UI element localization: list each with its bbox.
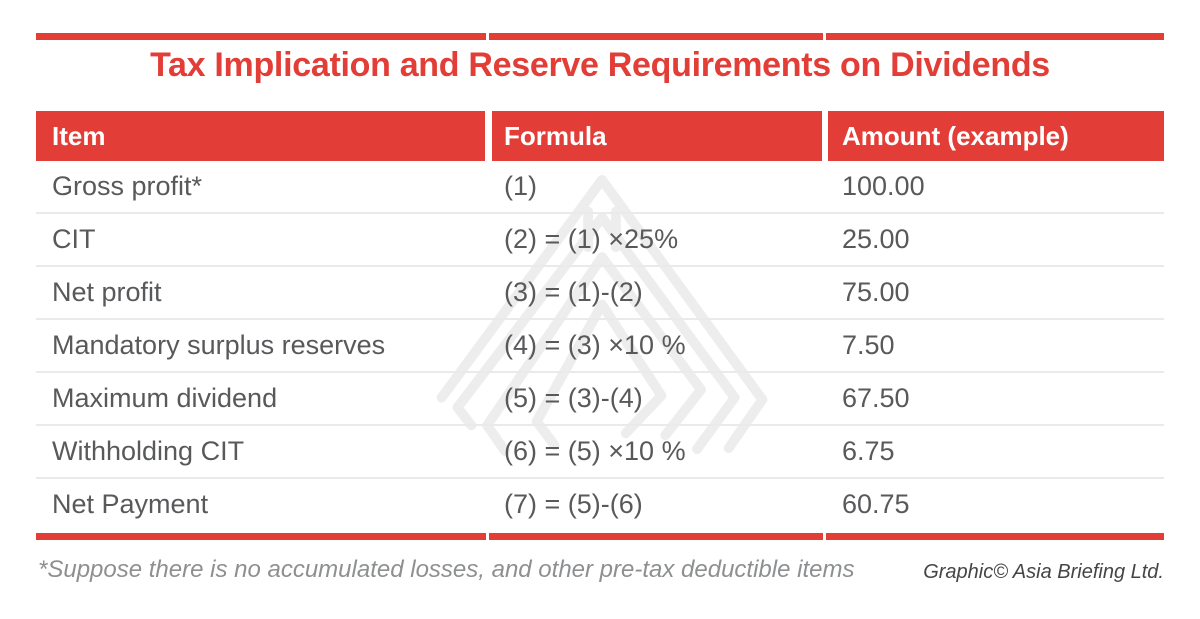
cell-amount: 60.75 [842,489,910,519]
cell-item: Net profit [52,277,162,307]
cell-amount: 25.00 [842,224,910,254]
table-row: CIT (2) = (1) ×25% 25.00 [36,214,1164,267]
bottom-bar-segment [36,533,486,540]
dividends-table: Item Formula Amount (example) Gross prof… [36,111,1164,530]
cell-item: Gross profit* [52,171,203,201]
table-row: Mandatory surplus reserves (4) = (3) ×10… [36,320,1164,373]
cell-amount: 100.00 [842,171,925,201]
cell-item: Net Payment [52,489,209,519]
cell-formula: (1) [504,171,537,201]
cell-amount: 6.75 [842,436,895,466]
bottom-bar-segment [489,533,823,540]
top-bar-segment [489,33,823,40]
cell-formula: (6) = (5) ×10 % [504,436,686,466]
table-row: Maximum dividend (5) = (3)-(4) 67.50 [36,373,1164,426]
top-bar-segment [826,33,1164,40]
cell-formula: (4) = (3) ×10 % [504,330,686,360]
cell-amount: 75.00 [842,277,910,307]
column-header-item: Item [36,111,485,161]
credit: Graphic© Asia Briefing Ltd. [923,561,1164,583]
cell-formula: (3) = (1)-(2) [504,277,643,307]
column-header-formula: Formula [492,111,822,161]
footnote: *Suppose there is no accumulated losses,… [38,556,855,583]
bottom-accent-bar [36,533,1164,540]
column-header-amount: Amount (example) [828,111,1164,161]
page-title: Tax Implication and Reserve Requirements… [150,46,1050,84]
table-row: Withholding CIT (6) = (5) ×10 % 6.75 [36,426,1164,479]
cell-item: CIT [52,224,96,254]
cell-formula: (5) = (3)-(4) [504,383,643,413]
table-row: Gross profit* (1) 100.00 [36,161,1164,214]
cell-item: Maximum dividend [52,383,278,413]
cell-formula: (7) = (5)-(6) [504,489,643,519]
table-row: Net Payment (7) = (5)-(6) 60.75 [36,479,1164,530]
asia-briefing-logo-watermark-icon [436,174,768,457]
cell-item: Mandatory surplus reserves [52,330,386,360]
top-accent-bar [36,33,1164,40]
table-row: Net profit (3) = (1)-(2) 75.00 [36,267,1164,320]
cell-formula: (2) = (1) ×25% [504,224,679,254]
table-header-row: Item Formula Amount (example) [36,111,1164,161]
cell-amount: 67.50 [842,383,910,413]
cell-amount: 7.50 [842,330,895,360]
cell-item: Withholding CIT [52,436,245,466]
top-bar-segment [36,33,486,40]
bottom-bar-segment [826,533,1164,540]
